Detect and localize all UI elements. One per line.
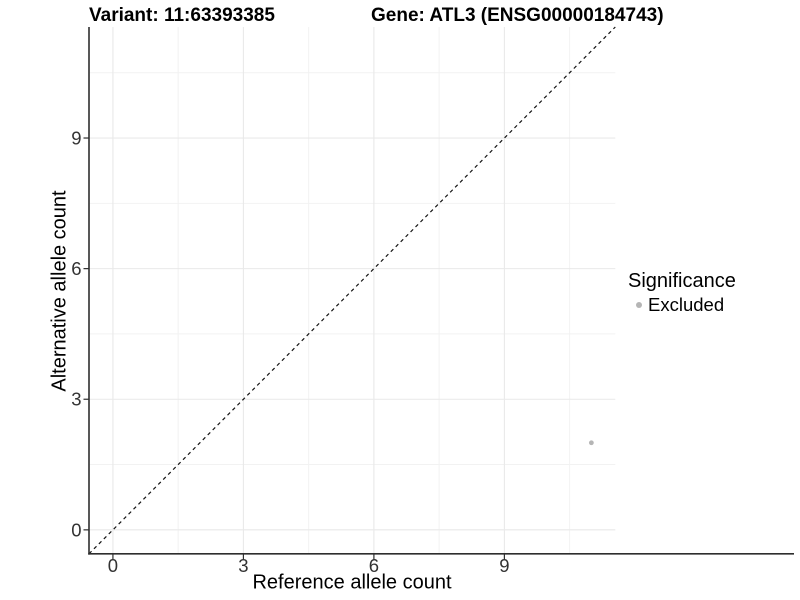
legend-title: Significance [628,270,736,292]
legend-item-excluded: Excluded [628,294,736,315]
legend-point-icon [636,302,642,309]
y-tick-label: 6 [71,258,81,279]
data-point [588,440,594,446]
x-tick-label: 6 [369,555,379,576]
y-axis-title: Alternative allele count [48,190,71,392]
y-tick-label: 0 [71,519,81,540]
identity-line [88,26,616,555]
x-tick-label: 9 [499,555,509,576]
legend: Significance Excluded [628,270,736,315]
plot-title-variant: Variant: 11:63393385 [89,5,275,26]
x-tick-label: 0 [108,555,118,576]
x-axis-title: Reference allele count [252,571,452,594]
y-tick-label: 9 [71,128,81,149]
plot-title-gene: Gene: ATL3 (ENSG00000184743) [371,5,664,26]
x-tick-label: 3 [238,555,248,576]
legend-item-label: Excluded [648,294,725,315]
y-tick-label: 3 [71,389,81,410]
